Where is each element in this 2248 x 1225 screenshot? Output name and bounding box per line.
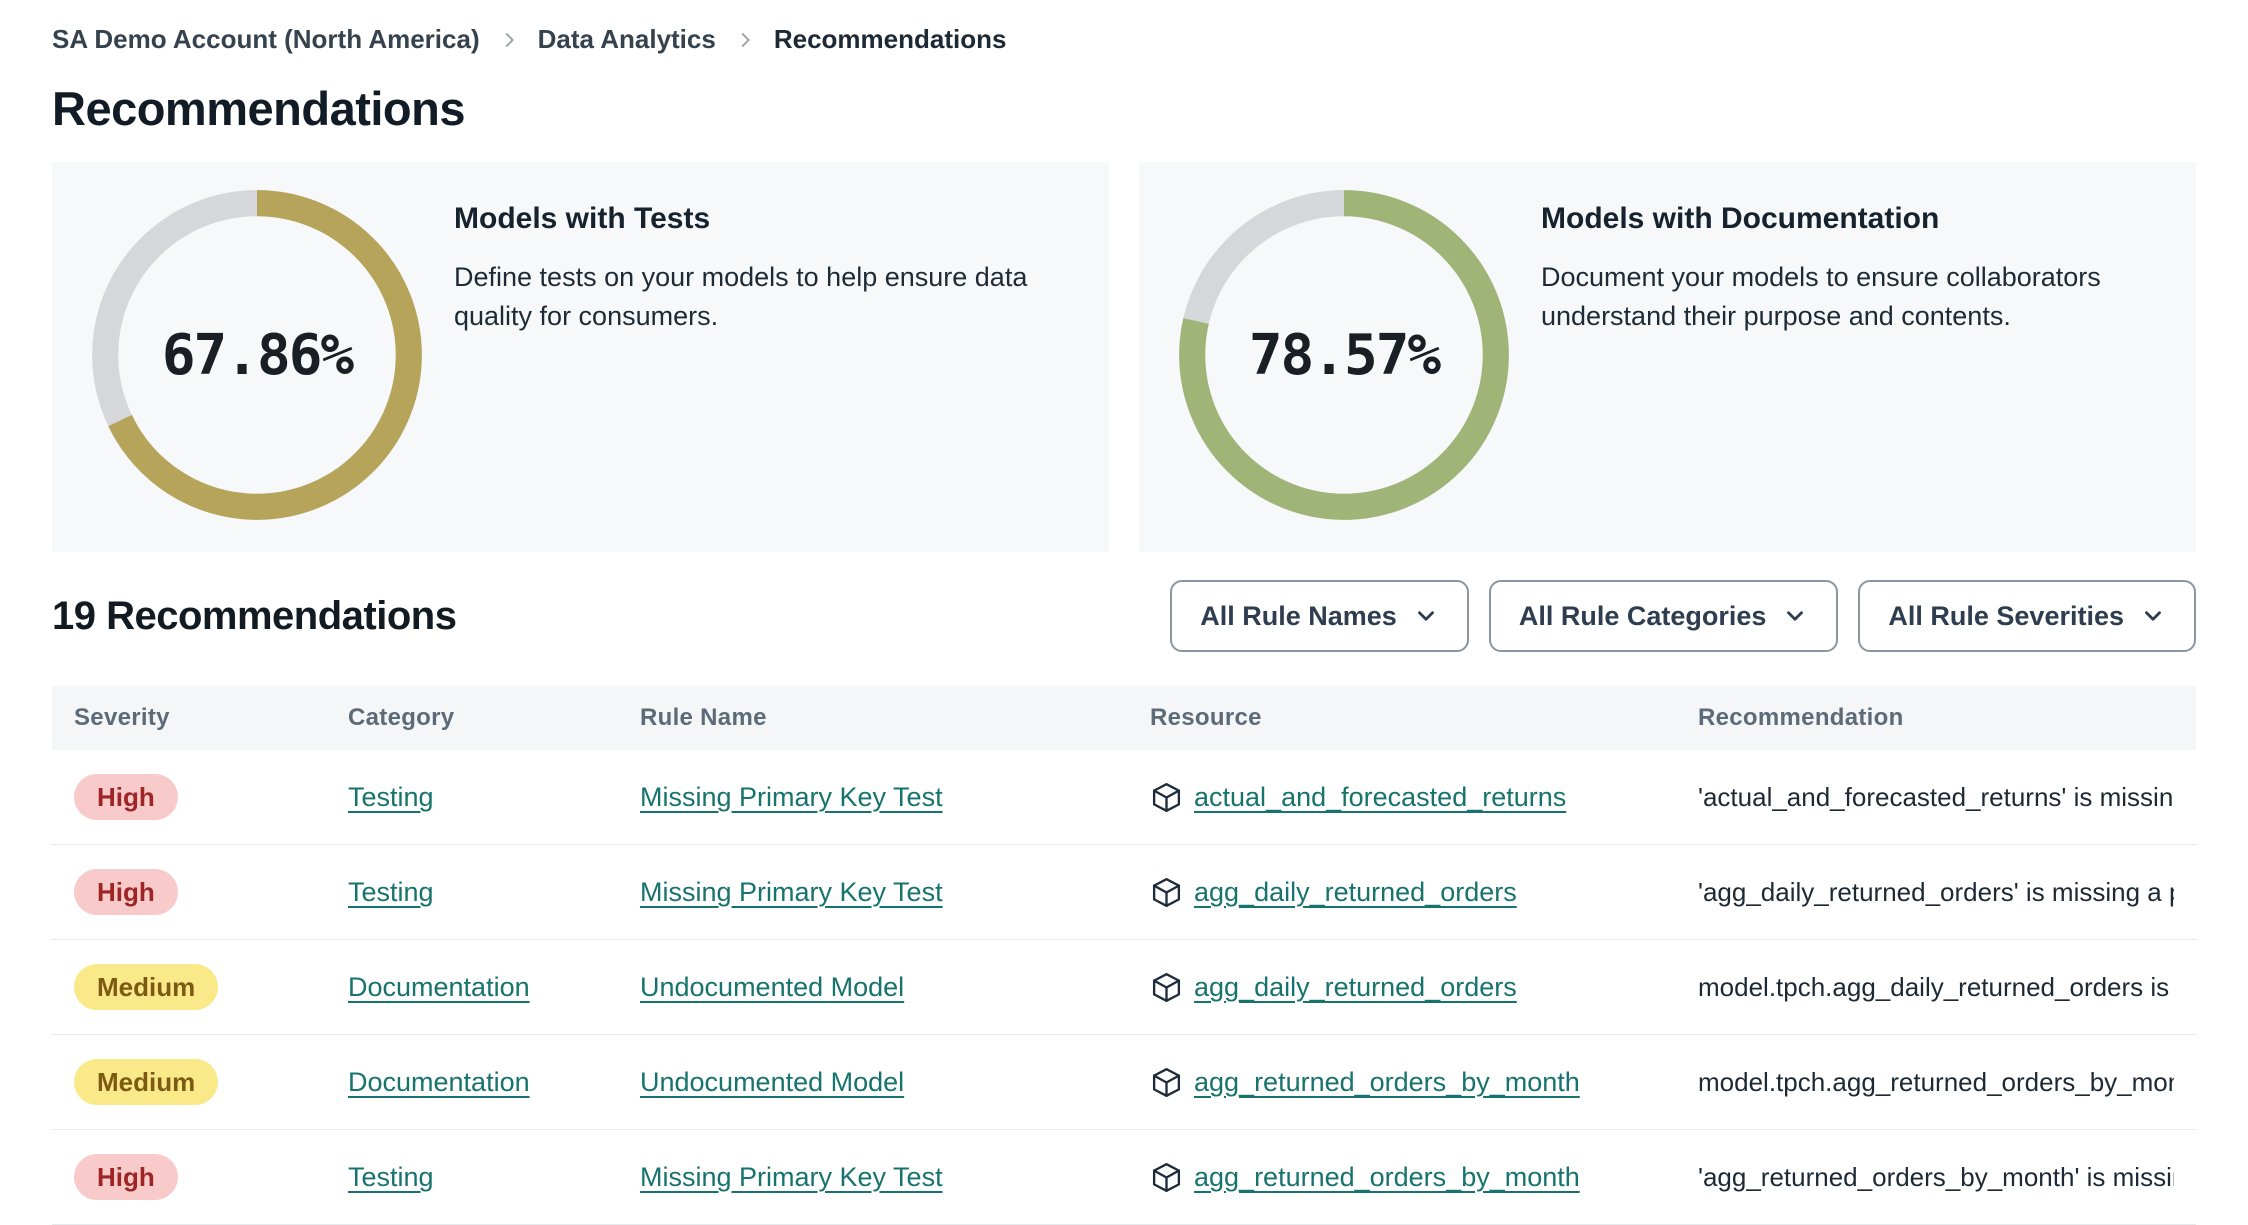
table-row: High Testing Missing Primary Key Test ac… bbox=[52, 750, 2196, 845]
page-title: Recommendations bbox=[52, 82, 465, 135]
table-row: Medium Documentation Undocumented Model … bbox=[52, 1035, 2196, 1130]
recommendation-text: model.tpch.agg_daily_returned_orders is … bbox=[1698, 971, 2174, 1002]
model-cube-icon bbox=[1152, 782, 1181, 812]
rule-severities-filter-button[interactable]: All Rule Severities bbox=[1858, 580, 2196, 652]
severity-badge: High bbox=[74, 869, 178, 915]
resource-link[interactable]: agg_daily_returned_orders bbox=[1194, 876, 1517, 907]
table-row: High Testing Missing Primary Key Test ag… bbox=[52, 845, 2196, 940]
recommendation-text: 'actual_and_forecasted_returns' is missi… bbox=[1698, 781, 2174, 812]
severity-badge: High bbox=[74, 1154, 178, 1200]
model-cube-icon bbox=[1152, 972, 1181, 1002]
rule-name-link[interactable]: Undocumented Model bbox=[640, 1066, 905, 1097]
models-with-tests-card: 67.86% Models with Tests Define tests on… bbox=[52, 162, 1109, 552]
table-row: Medium Documentation Undocumented Model … bbox=[52, 940, 2196, 1035]
recommendation-text: 'agg_returned_orders_by_month' is missin… bbox=[1698, 1161, 2174, 1192]
filter-label: All Rule Severities bbox=[1888, 600, 2124, 631]
breadcrumb: SA Demo Account (North America) Data Ana… bbox=[52, 24, 2196, 55]
category-link[interactable]: Documentation bbox=[348, 971, 530, 1002]
models-with-documentation-card: 78.57% Models with Documentation Documen… bbox=[1139, 162, 2196, 552]
model-cube-icon bbox=[1152, 1162, 1181, 1192]
resource-link[interactable]: actual_and_forecasted_returns bbox=[1194, 781, 1567, 812]
category-link[interactable]: Documentation bbox=[348, 1066, 530, 1097]
rule-name-link[interactable]: Missing Primary Key Test bbox=[640, 781, 943, 812]
column-header-recommendation: Recommendation bbox=[1698, 704, 1904, 731]
table-header-row: Severity Category Rule Name Resource Rec… bbox=[52, 686, 2196, 750]
filter-bar: All Rule Names All Rule Categories All R… bbox=[1170, 580, 2196, 652]
rule-name-link[interactable]: Missing Primary Key Test bbox=[640, 876, 943, 907]
card-description: Document your models to ensure collabora… bbox=[1541, 262, 2101, 332]
donut-chart bbox=[1179, 190, 1509, 520]
breadcrumb-chevron-icon bbox=[498, 29, 520, 51]
breadcrumb-chevron-icon bbox=[734, 29, 756, 51]
recommendations-count-title: 19 Recommendations bbox=[52, 593, 457, 638]
card-title: Models with Documentation bbox=[1541, 202, 1940, 235]
table-row: High Testing Missing Primary Key Test ag… bbox=[52, 1130, 2196, 1225]
category-link[interactable]: Testing bbox=[348, 876, 434, 907]
column-header-resource: Resource bbox=[1150, 704, 1262, 731]
donut-percent-label: 78.57% bbox=[1248, 322, 1441, 388]
chevron-down-icon bbox=[1787, 611, 1804, 621]
model-cube-icon bbox=[1152, 877, 1181, 907]
column-header-rule-name: Rule Name bbox=[640, 704, 767, 731]
card-title: Models with Tests bbox=[454, 202, 711, 235]
resource-link[interactable]: agg_returned_orders_by_month bbox=[1194, 1066, 1580, 1097]
donut-value-arc bbox=[1179, 190, 1509, 520]
list-header: 19 Recommendations All Rule Names All Ru… bbox=[52, 580, 2196, 652]
card-description: Define tests on your models to help ensu… bbox=[454, 262, 1028, 332]
column-header-category: Category bbox=[348, 704, 455, 731]
resource-link[interactable]: agg_returned_orders_by_month bbox=[1194, 1161, 1580, 1192]
recommendation-text: 'agg_daily_returned_orders' is missing a… bbox=[1698, 876, 2174, 907]
tests-donut-chart: 67.86% bbox=[92, 190, 422, 520]
breadcrumb-item-project[interactable]: Data Analytics bbox=[537, 24, 716, 54]
donut-percent-label: 67.86% bbox=[161, 322, 354, 388]
category-link[interactable]: Testing bbox=[348, 1161, 434, 1192]
filter-label: All Rule Categories bbox=[1518, 600, 1767, 631]
filter-label: All Rule Names bbox=[1200, 600, 1397, 631]
resource-link[interactable]: agg_daily_returned_orders bbox=[1194, 971, 1517, 1002]
breadcrumb-item-account[interactable]: SA Demo Account (North America) bbox=[52, 24, 480, 54]
chevron-down-icon bbox=[2145, 611, 2161, 621]
breadcrumb-item-current: Recommendations bbox=[773, 24, 1007, 54]
rule-categories-filter-button[interactable]: All Rule Categories bbox=[1488, 580, 1839, 652]
severity-badge: High bbox=[74, 774, 178, 820]
donut-value-arc bbox=[92, 190, 422, 520]
model-cube-icon bbox=[1152, 1067, 1181, 1097]
rule-names-filter-button[interactable]: All Rule Names bbox=[1170, 580, 1469, 652]
recommendations-table: Severity Category Rule Name Resource Rec… bbox=[52, 686, 2196, 1225]
rule-name-link[interactable]: Undocumented Model bbox=[640, 971, 905, 1002]
recommendation-text: model.tpch.agg_returned_orders_by_month … bbox=[1698, 1066, 2174, 1097]
documentation-donut-chart: 78.57% bbox=[1179, 190, 1509, 520]
summary-cards: 67.86% Models with Tests Define tests on… bbox=[52, 162, 2196, 552]
rule-name-link[interactable]: Missing Primary Key Test bbox=[640, 1161, 943, 1192]
column-header-severity: Severity bbox=[74, 704, 170, 731]
category-link[interactable]: Testing bbox=[348, 781, 434, 812]
severity-badge: Medium bbox=[74, 1059, 219, 1105]
donut-chart bbox=[92, 190, 422, 520]
severity-badge: Medium bbox=[74, 964, 219, 1010]
chevron-down-icon bbox=[1417, 611, 1434, 621]
